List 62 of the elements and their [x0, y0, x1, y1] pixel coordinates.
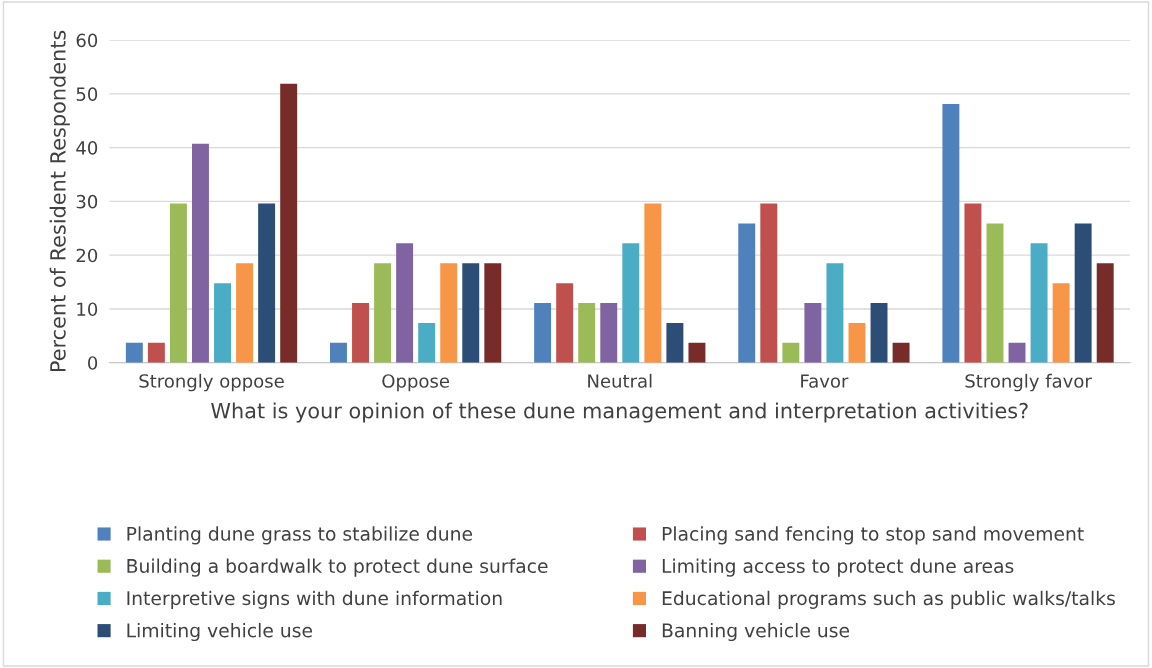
- legend-label: Placing sand fencing to stop sand movement: [662, 526, 1084, 545]
- legend-label: Banning vehicle use: [662, 622, 850, 642]
- legend-label: Interpretive signs with dune information: [127, 590, 502, 609]
- bar: [169, 203, 187, 363]
- bar: [804, 303, 822, 363]
- bar: [760, 203, 778, 363]
- legend-label: Limiting vehicle use: [127, 622, 313, 642]
- bar: [125, 342, 143, 363]
- x-axis-title: What is your opinion of these dune management and interpretation activities?: [211, 402, 1028, 423]
- bar: [330, 342, 347, 363]
- bar: [258, 203, 276, 363]
- bar: [738, 223, 756, 363]
- x-tick-label: Favor: [801, 374, 849, 388]
- bar: [892, 342, 910, 363]
- y-axis-title: Percent of Resident Respondents: [49, 30, 70, 372]
- bar: [1052, 283, 1070, 363]
- bar: [578, 303, 596, 363]
- bar: [192, 143, 209, 363]
- bar: [147, 342, 165, 363]
- bar: [1074, 223, 1092, 363]
- bar: [964, 203, 982, 363]
- y-tick-label: 40: [76, 141, 98, 155]
- bar: [534, 303, 552, 363]
- bar: [1030, 243, 1048, 363]
- bar: [622, 243, 640, 363]
- bar: [236, 263, 254, 363]
- x-tick-label: Oppose: [382, 374, 450, 392]
- bar: [986, 223, 1004, 363]
- bar: [374, 263, 392, 363]
- y-tick-label: 60: [76, 33, 98, 48]
- y-tick-label: 50: [76, 87, 98, 101]
- x-tick-label: Strongly oppose: [139, 373, 284, 392]
- legend-label: Planting dune grass to stabilize dune: [127, 526, 473, 545]
- bar: [826, 263, 844, 363]
- bar: [848, 322, 866, 363]
- bar: [1008, 342, 1026, 363]
- bar: [440, 263, 458, 363]
- bar: [942, 104, 960, 363]
- legend-label: Educational programs such as public walks/talks: [662, 590, 1115, 609]
- bar: [870, 303, 888, 363]
- bar: [280, 83, 298, 363]
- bar: [1096, 263, 1114, 363]
- bar: [418, 322, 436, 363]
- bar: [556, 283, 574, 363]
- y-tick-label: 20: [76, 248, 98, 263]
- legend-label: Building a boardwalk to protect dune surface: [127, 558, 548, 577]
- bar: [396, 243, 414, 363]
- bar: [484, 263, 502, 363]
- bar: [782, 342, 800, 363]
- bar: [600, 303, 618, 363]
- bar: [688, 342, 706, 363]
- y-tick-label: 10: [77, 302, 98, 317]
- x-tick-label: Strongly favor: [965, 373, 1092, 392]
- bar: [462, 263, 480, 363]
- bar: [214, 283, 231, 363]
- bar: [352, 303, 369, 363]
- bar: [666, 322, 684, 363]
- legend-label: Limiting access to protect dune areas: [662, 558, 1014, 577]
- bar: [644, 203, 662, 363]
- y-tick-label: 30: [76, 194, 98, 209]
- y-tick-label: 0: [88, 356, 98, 370]
- x-tick-label: Neutral: [588, 373, 652, 388]
